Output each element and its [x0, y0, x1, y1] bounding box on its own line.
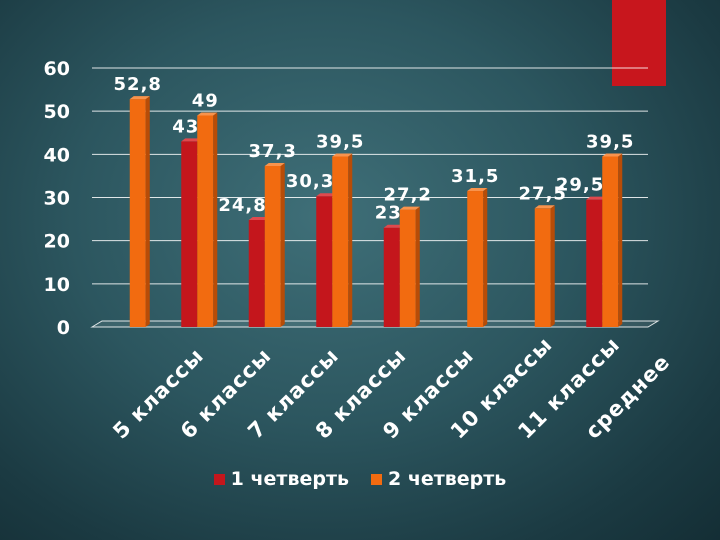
data-label: 29,5	[556, 175, 604, 196]
bar-series-2	[129, 96, 150, 327]
data-label: 24,8	[218, 195, 266, 216]
bar-series-2	[534, 205, 555, 327]
bar-top	[332, 153, 353, 157]
bar-side	[213, 112, 218, 327]
bar-side	[415, 206, 420, 327]
data-label: 37,3	[249, 141, 297, 162]
y-tick-label: 50	[44, 101, 70, 123]
bar-side	[550, 205, 555, 327]
data-label: 23	[375, 203, 402, 224]
bar-top	[602, 153, 623, 157]
legend-label-series-2: 2 четверть	[388, 468, 507, 490]
bar-top	[383, 224, 404, 228]
bar-top	[264, 162, 285, 166]
bar-front	[181, 141, 198, 327]
bar-top	[129, 96, 150, 100]
legend-swatch-series-2	[371, 473, 382, 485]
bar-front	[332, 156, 349, 327]
bar-top	[197, 112, 218, 116]
bar-series-2	[197, 112, 218, 327]
bar-front	[264, 165, 281, 327]
data-label: 39,5	[316, 131, 364, 152]
grid-layer	[90, 67, 660, 328]
data-label: 39,5	[586, 131, 634, 152]
bar-top	[316, 193, 337, 197]
bar-front	[129, 99, 146, 327]
bar-side	[483, 188, 488, 327]
y-tick-label: 20	[44, 231, 70, 253]
legend-label-series-1: 1 четверть	[230, 468, 349, 490]
data-label: 49	[192, 90, 219, 111]
legend: 1 четверть 2 четверть	[0, 468, 720, 490]
bar-front	[602, 156, 619, 327]
bar-front	[467, 191, 484, 327]
y-tick-label: 10	[44, 274, 70, 296]
data-label: 31,5	[451, 166, 499, 187]
bar-front	[316, 196, 333, 327]
bar-front	[586, 199, 603, 327]
bar-series-2	[602, 153, 623, 327]
bar-top	[467, 188, 488, 192]
bar-top	[248, 216, 269, 220]
bar-series-2	[332, 153, 353, 327]
legend-item-series-2: 2 четверть	[371, 468, 506, 490]
legend-swatch-series-1	[213, 473, 225, 485]
bar-front	[383, 227, 400, 327]
bar-series-2	[399, 206, 420, 327]
data-label: 52,8	[114, 74, 162, 95]
bar-layer	[129, 96, 623, 327]
bar-side	[145, 96, 150, 327]
bar-front	[399, 209, 416, 327]
y-tick-label: 60	[44, 58, 70, 80]
y-tick-label: 0	[57, 317, 70, 339]
bar-top	[181, 138, 202, 142]
data-label: 43	[172, 116, 199, 137]
accent-block	[612, 0, 666, 86]
bar-side	[280, 162, 285, 327]
y-tick-label: 40	[44, 144, 70, 166]
data-label: 27,2	[384, 185, 432, 206]
bar-top	[399, 206, 420, 210]
bar-front	[534, 208, 551, 327]
bar-series-2	[264, 162, 285, 327]
chart-floor	[90, 320, 660, 328]
bar-top	[534, 205, 555, 209]
data-label: 30,3	[286, 171, 334, 192]
legend-item-series-1: 1 четверть	[213, 468, 349, 490]
bar-front	[248, 219, 265, 327]
y-tick-label: 30	[44, 188, 70, 210]
bar-front	[197, 115, 214, 327]
bar-side	[348, 153, 353, 327]
data-label: 27,5	[519, 183, 567, 204]
bar-side	[618, 153, 623, 327]
bar-top	[586, 196, 607, 200]
bar-series-2	[467, 188, 488, 327]
